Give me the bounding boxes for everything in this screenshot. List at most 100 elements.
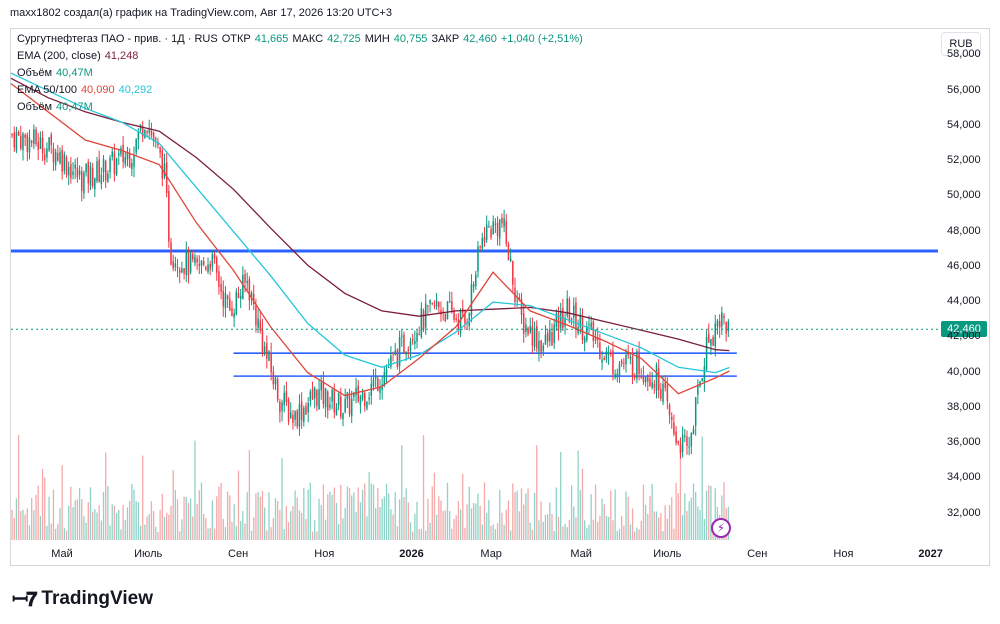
candle-body bbox=[627, 352, 629, 356]
volume-bar bbox=[68, 505, 70, 540]
legend-ema50-100[interactable]: EMA 50/100 40,090 40,292 bbox=[17, 84, 156, 96]
candle-body bbox=[599, 342, 601, 360]
volume-bar bbox=[568, 519, 571, 540]
candle-body bbox=[309, 391, 312, 402]
volume-bar bbox=[176, 499, 179, 540]
volume-bar bbox=[409, 522, 412, 540]
candle-body bbox=[655, 365, 658, 392]
volume-bar bbox=[100, 520, 103, 540]
candle-body bbox=[43, 154, 46, 161]
candle-body bbox=[492, 221, 494, 235]
volume-bar bbox=[531, 529, 534, 540]
candle-body bbox=[405, 351, 407, 355]
legend-volume-1[interactable]: Объём 40,47M bbox=[17, 67, 97, 79]
candle-body bbox=[670, 416, 673, 421]
candle-body bbox=[603, 357, 606, 361]
volume-label[interactable]: Объём bbox=[17, 67, 53, 79]
legend-main[interactable]: Сургутнефтегаз ПАО - прив. · 1Д · RUS ОТК… bbox=[17, 33, 587, 45]
candle-body bbox=[420, 308, 423, 338]
volume-bar bbox=[407, 502, 409, 540]
volume-bar bbox=[211, 500, 214, 540]
candle-body bbox=[33, 129, 35, 144]
candle-body bbox=[483, 237, 486, 243]
x-tick-label: Ноя bbox=[314, 548, 335, 560]
volume-bar bbox=[664, 505, 666, 540]
candle-body bbox=[163, 163, 166, 177]
volume-bar bbox=[244, 523, 246, 540]
volume-bar bbox=[311, 531, 314, 540]
volume-bar bbox=[697, 506, 699, 540]
volume-bar bbox=[209, 528, 211, 540]
ema200-label[interactable]: EMA (200, close) bbox=[17, 50, 101, 62]
candle-body bbox=[607, 352, 610, 355]
volume-bar bbox=[148, 514, 150, 540]
y-tick-label: 56,000 bbox=[947, 83, 981, 96]
volume-bar bbox=[168, 514, 170, 540]
symbol-name[interactable]: Сургутнефтегаз ПАО - прив. · 1Д · RUS bbox=[17, 33, 218, 45]
volume-bar bbox=[588, 524, 590, 540]
candle-body bbox=[516, 300, 518, 302]
candle-body bbox=[311, 388, 314, 400]
volume-bar bbox=[540, 501, 542, 540]
volume-label-2[interactable]: Объём bbox=[17, 101, 53, 113]
candle-body bbox=[246, 280, 248, 284]
volume-bar bbox=[287, 522, 290, 540]
candle-body bbox=[111, 151, 113, 157]
x-tick-label: Июль bbox=[134, 548, 163, 560]
chart-frame[interactable] bbox=[10, 28, 990, 566]
volume-bar bbox=[91, 511, 94, 540]
volume-bar bbox=[388, 493, 390, 540]
candle-body bbox=[551, 332, 553, 346]
candle-body bbox=[372, 379, 375, 386]
volume-bar bbox=[272, 518, 274, 540]
candle-body bbox=[96, 161, 98, 181]
candle-body bbox=[137, 131, 140, 140]
volume-bar bbox=[74, 500, 76, 540]
volume-bar bbox=[494, 529, 497, 540]
volume-bar bbox=[592, 519, 595, 540]
volume-bar bbox=[292, 506, 294, 540]
legend-ema200[interactable]: EMA (200, close) 41,248 bbox=[17, 50, 142, 62]
volume-bar bbox=[203, 513, 205, 540]
candle-body bbox=[505, 220, 508, 244]
volume-bar bbox=[583, 520, 586, 540]
volume-bar bbox=[105, 452, 107, 540]
volume-value: 40,47M bbox=[56, 67, 93, 79]
candle-body bbox=[385, 369, 388, 375]
logo-text: TradingView bbox=[41, 587, 153, 609]
candle-body bbox=[57, 153, 59, 161]
candle-body bbox=[392, 352, 394, 354]
volume-bar bbox=[57, 523, 59, 540]
candle-body bbox=[498, 220, 501, 239]
candle-body bbox=[85, 163, 87, 173]
open-value: 41,665 bbox=[254, 33, 289, 45]
candle-body bbox=[455, 318, 457, 320]
volume-bar bbox=[224, 527, 227, 540]
candle-body bbox=[272, 371, 275, 385]
candle-body bbox=[189, 253, 192, 273]
x-tick-label: 2027 bbox=[918, 548, 943, 560]
volume-bar bbox=[586, 527, 588, 540]
currency-button[interactable]: RUB bbox=[941, 32, 981, 56]
volume-bar bbox=[631, 508, 634, 540]
ema50-100-label[interactable]: EMA 50/100 bbox=[17, 84, 77, 96]
volume-bar bbox=[159, 509, 161, 540]
candle-body bbox=[150, 130, 153, 136]
volume-bar bbox=[653, 511, 655, 540]
y-tick-label: 48,000 bbox=[947, 224, 981, 237]
tradingview-logo-icon: ꟷ𝟕 bbox=[12, 589, 37, 611]
volume-bar bbox=[33, 510, 35, 540]
legend-volume-2[interactable]: Объём 40,47M bbox=[17, 101, 97, 113]
volume-bar bbox=[446, 482, 449, 540]
candle-body bbox=[126, 152, 129, 160]
x-tick-label: Сен bbox=[747, 548, 768, 560]
tradingview-logo[interactable]: ꟷ𝟕 TradingView bbox=[12, 585, 153, 612]
volume-bar bbox=[316, 531, 318, 540]
volume-bar bbox=[359, 502, 362, 540]
candle-body bbox=[407, 349, 410, 352]
lightning-icon[interactable]: ⚡ bbox=[711, 518, 731, 538]
volume-bar bbox=[346, 486, 349, 540]
volume-bar bbox=[385, 483, 388, 540]
volume-bar bbox=[50, 523, 52, 540]
